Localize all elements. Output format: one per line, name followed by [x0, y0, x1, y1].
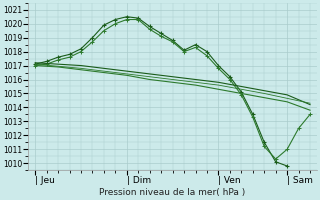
X-axis label: Pression niveau de la mer( hPa ): Pression niveau de la mer( hPa )	[100, 188, 246, 197]
